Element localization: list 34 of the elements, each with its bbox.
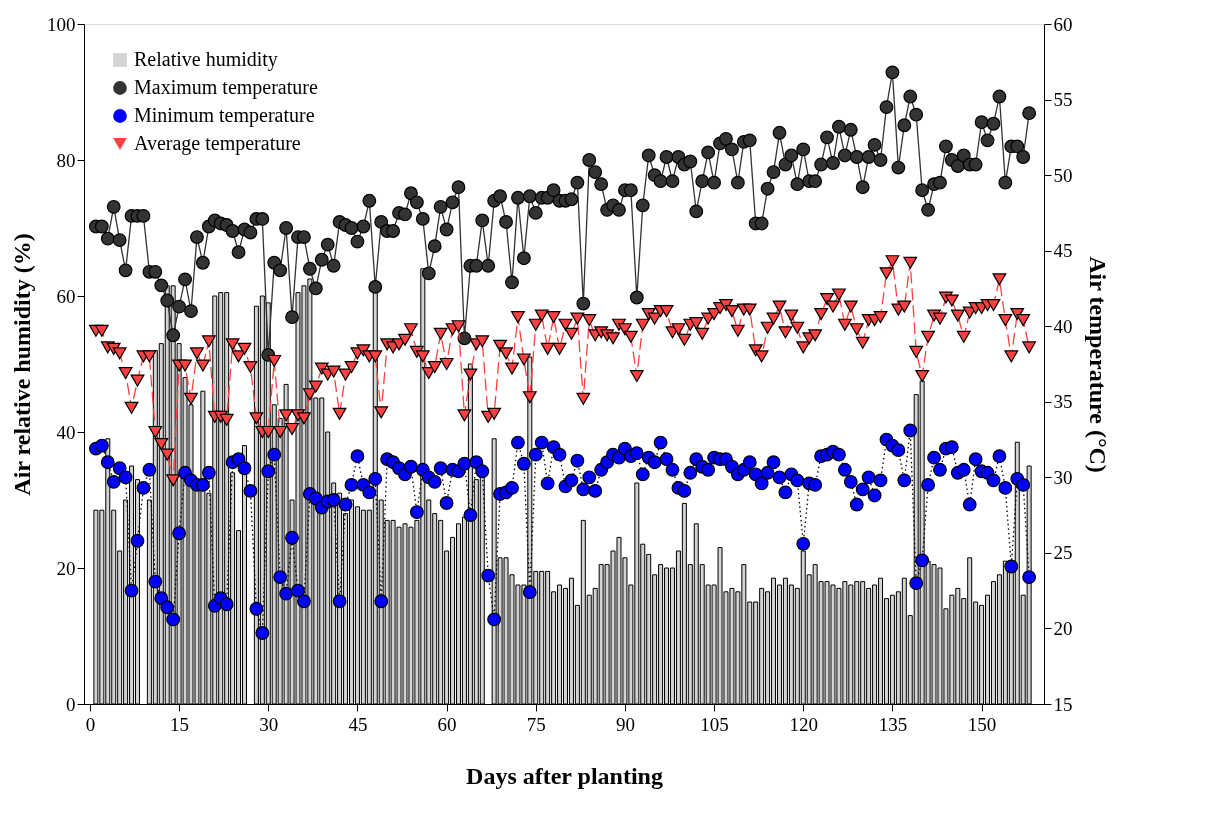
x-axis-title: Days after planting [466,762,663,789]
y2-tick-label: 45 [1053,240,1073,262]
y2-tick-label: 20 [1053,617,1073,639]
x-tick-label: 30 [259,713,279,735]
legend-label: Minimum temperature [134,104,315,127]
y-tick-label: 80 [56,149,76,171]
legend-label: Relative humidity [134,48,278,71]
y2-tick-label: 55 [1053,89,1073,111]
y2-tick-label: 15 [1053,693,1073,715]
y2-tick-label: 60 [1053,13,1073,35]
legend-label: Average temperature [134,132,301,155]
y2-tick-label: 30 [1053,466,1073,488]
x-tick-label: 0 [85,713,96,735]
x-tick-label: 120 [789,713,819,735]
y-tick-label: 40 [56,421,76,443]
y2-tick-label: 35 [1053,391,1073,413]
y-axis-title: Air relative humidity (%) [9,233,35,496]
x-tick-label: 150 [967,713,997,735]
y2-axis-title: Air temperature (°C) [1084,256,1111,473]
x-tick-label: 90 [615,713,635,735]
x-tick-label: 45 [348,713,368,735]
x-tick-label: 15 [170,713,190,735]
x-tick-label: 75 [526,713,546,735]
y-tick-label: 100 [47,13,76,35]
x-tick-label: 105 [700,713,729,735]
x-tick-label: 60 [437,713,457,735]
y2-tick-label: 40 [1053,315,1073,337]
legend-label: Maximum temperature [134,76,318,99]
y-tick-label: 60 [56,285,76,307]
y-tick-label: 20 [56,557,76,579]
y2-tick-label: 25 [1053,542,1073,564]
x-tick-label: 135 [878,713,908,735]
y-tick-label: 0 [66,693,76,715]
y2-tick-label: 50 [1053,164,1073,186]
